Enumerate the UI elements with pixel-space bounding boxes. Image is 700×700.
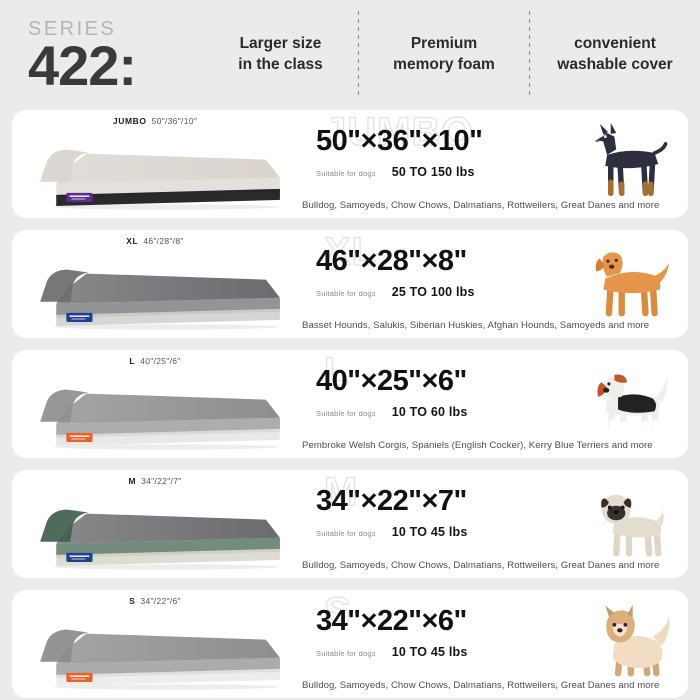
dog-bed-image	[26, 610, 288, 690]
dog-illustration-cell	[578, 350, 688, 458]
doberman-icon	[583, 122, 675, 206]
breed-list: Bulldog, Samoyeds, Chow Chows, Dalmatian…	[302, 560, 660, 571]
feature-3-line-2: washable cover	[557, 56, 673, 73]
dog-bed-image	[26, 250, 288, 330]
bed-size-label: M 34"/22"/7"	[12, 476, 298, 486]
feature-3-line-1: convenient	[574, 35, 656, 53]
series-number: 422:	[28, 33, 137, 97]
weight-line: Suitable for dogs 50 TO 150 lbs	[316, 165, 574, 179]
feature-washable-cover: convenient washable cover	[530, 34, 700, 75]
feature-memory-foam: Premium memory foam	[359, 34, 529, 75]
weight-line: Suitable for dogs 10 TO 45 lbs	[316, 525, 574, 539]
feature-2-line-2: memory foam	[393, 56, 495, 73]
dimensions-text: 46"×28"×8"	[316, 245, 467, 277]
bed-size-label: S 34"/22"/6"	[12, 596, 298, 606]
header-divider-2	[529, 11, 530, 99]
breed-list: Bulldog, Samoyeds, Chow Chows, Dalmatian…	[302, 200, 660, 211]
bed-size-dims: 50"/36"/10"	[151, 116, 198, 126]
dog-bed-image	[26, 370, 288, 450]
breed-list: Pembroke Welsh Corgis, Spaniels (English…	[302, 440, 653, 451]
suitable-for-dogs-label: Suitable for dogs	[316, 529, 376, 539]
size-row-jumbo[interactable]: JUMBO 50"/36"/10" JUMBO 50"×36"×10"	[12, 110, 688, 218]
feature-1-line-2: in the class	[238, 56, 323, 73]
dog-illustration-cell	[578, 230, 688, 338]
spec-cell: M 34"×22"×7" Suitable for dogs 10 TO 45 …	[298, 470, 659, 578]
size-row-s[interactable]: S 34"/22"/6" S 34"×22"×6"	[12, 590, 688, 698]
bed-size-code: JUMBO	[112, 116, 147, 126]
weight-line: Suitable for dogs 25 TO 100 lbs	[316, 285, 574, 299]
bed-size-dims: 46"/28"/8"	[143, 236, 184, 246]
bed-size-code: L	[129, 356, 136, 366]
dog-illustration-cell	[578, 590, 688, 698]
series-branding: SERIES 422:	[28, 17, 203, 97]
dog-illustration-cell	[578, 110, 688, 218]
dimensions-text: 34"×22"×7"	[316, 485, 467, 517]
header: SERIES 422: Larger size in the class Pre…	[0, 0, 700, 110]
dimensions-text: 40"×25"×6"	[316, 365, 467, 397]
bed-illustration-cell: M 34"/22"/7"	[12, 470, 298, 578]
suitable-for-dogs-label: Suitable for dogs	[316, 649, 376, 659]
bed-size-dims: 34"/22"/6"	[140, 596, 181, 606]
spec-cell: L 40"×25"×6" Suitable for dogs 10 TO 60 …	[298, 350, 653, 458]
weight-range: 10 TO 45 lbs	[391, 645, 468, 660]
bed-size-code: S	[129, 596, 136, 606]
breed-list: Basset Hounds, Salukis, Siberian Huskies…	[302, 320, 650, 331]
retriever-icon	[583, 242, 675, 326]
size-row-m[interactable]: M 34"/22"/7" M 34"×22"×7"	[12, 470, 688, 578]
size-row-xl[interactable]: XL 46"/28"/8" XL 46"×28"×8"	[12, 230, 688, 338]
spec-cell: XL 46"×28"×8" Suitable for dogs 25 TO 10…	[298, 230, 649, 338]
beagle-icon	[583, 362, 675, 446]
dimensions-text: 50"×36"×10"	[316, 125, 483, 157]
bed-illustration-cell: JUMBO 50"/36"/10"	[12, 110, 298, 218]
dog-illustration-cell	[578, 470, 688, 578]
weight-range: 10 TO 60 lbs	[391, 405, 468, 420]
dimensions-text: 34"×22"×6"	[316, 605, 467, 637]
suitable-for-dogs-label: Suitable for dogs	[316, 409, 376, 419]
size-rows: JUMBO 50"/36"/10" JUMBO 50"×36"×10"	[0, 110, 700, 698]
bed-illustration-cell: L 40"/25"/6"	[12, 350, 298, 458]
pomeranian-icon	[583, 602, 675, 686]
spec-cell: JUMBO 50"×36"×10" Suitable for dogs 50 T…	[298, 110, 659, 218]
weight-range: 25 TO 100 lbs	[391, 285, 475, 300]
bed-size-dims: 40"/25"/6"	[140, 356, 181, 366]
bed-size-dims: 34"/22"/7"	[141, 476, 182, 486]
weight-range: 50 TO 150 lbs	[391, 165, 475, 180]
bed-size-code: M	[128, 476, 137, 486]
feature-2-line-1: Premium	[410, 35, 478, 53]
suitable-for-dogs-label: Suitable for dogs	[316, 289, 376, 299]
feature-larger-size: Larger size in the class	[203, 34, 358, 75]
pug-icon	[583, 482, 675, 566]
bed-illustration-cell: S 34"/22"/6"	[12, 590, 298, 698]
bed-illustration-cell: XL 46"/28"/8"	[12, 230, 298, 338]
bed-size-label: L 40"/25"/6"	[12, 356, 298, 366]
bed-size-code: XL	[126, 236, 139, 246]
suitable-for-dogs-label: Suitable for dogs	[316, 169, 376, 179]
dog-bed-image	[26, 130, 288, 210]
bed-size-label: XL 46"/28"/8"	[12, 236, 298, 246]
feature-1-line-1: Larger size	[239, 35, 322, 53]
breed-list: Bulldog, Samoyeds, Chow Chows, Dalmatian…	[302, 680, 660, 691]
weight-line: Suitable for dogs 10 TO 45 lbs	[316, 645, 574, 659]
series-word: SERIES	[28, 17, 117, 40]
header-divider-1	[358, 11, 359, 99]
weight-range: 10 TO 45 lbs	[391, 525, 468, 540]
weight-line: Suitable for dogs 10 TO 60 lbs	[316, 405, 574, 419]
bed-size-label: JUMBO 50"/36"/10"	[12, 116, 298, 126]
spec-cell: S 34"×22"×6" Suitable for dogs 10 TO 45 …	[298, 590, 659, 698]
size-row-l[interactable]: L 40"/25"/6" L 40"×25"×6"	[12, 350, 688, 458]
dog-bed-image	[26, 490, 288, 570]
